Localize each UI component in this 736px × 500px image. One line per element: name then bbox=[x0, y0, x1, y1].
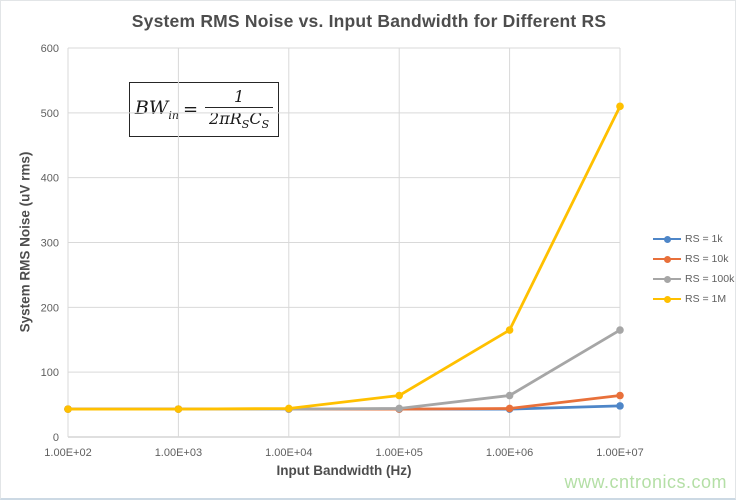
x-tick-label: 1.00E+04 bbox=[265, 447, 312, 459]
legend-item-rs-1k: RS = 1k bbox=[653, 229, 734, 249]
y-tick-label: 100 bbox=[41, 367, 59, 379]
legend: RS = 1k RS = 10k RS = 100k RS = 1M bbox=[653, 229, 734, 309]
legend-item-rs-100k: RS = 100k bbox=[653, 269, 734, 289]
x-tick-label: 1.00E+05 bbox=[375, 447, 422, 459]
formula-lhs: BWin bbox=[134, 97, 179, 122]
x-tick-label: 1.00E+02 bbox=[44, 447, 91, 459]
series-point-rs-1m bbox=[64, 405, 72, 413]
y-tick-label: 500 bbox=[41, 108, 59, 120]
series-point-rs-1m bbox=[285, 404, 293, 413]
x-tick-label: 1.00E+06 bbox=[486, 447, 533, 459]
y-tick-label: 400 bbox=[41, 173, 59, 185]
legend-marker-icon bbox=[653, 275, 681, 283]
x-tick-label: 1.00E+07 bbox=[596, 447, 643, 459]
series-point-rs-1m bbox=[174, 405, 183, 413]
x-tick-label: 1.00E+03 bbox=[155, 447, 202, 459]
y-tick-label: 600 bbox=[41, 43, 59, 55]
series-line-rs-1m bbox=[66, 104, 622, 411]
series-point-rs-100k bbox=[395, 404, 404, 413]
series-point-rs-1m bbox=[505, 326, 514, 334]
y-tick-label: 300 bbox=[41, 238, 59, 250]
series-point-rs-10k bbox=[616, 391, 624, 400]
series-point-rs-10k bbox=[505, 404, 514, 413]
formula-equals: = bbox=[182, 99, 199, 120]
legend-label: RS = 1M bbox=[685, 293, 727, 305]
y-axis-label: System RMS Noise (uV rms) bbox=[17, 151, 33, 333]
page-title: System RMS Noise vs. Input Bandwidth for… bbox=[131, 11, 607, 31]
y-tick-label: 0 bbox=[53, 432, 59, 444]
legend-item-rs-1m: RS = 1M bbox=[653, 289, 734, 309]
y-tick-label: 200 bbox=[41, 302, 59, 314]
x-axis-label: Input Bandwidth (Hz) bbox=[276, 463, 412, 478]
series-point-rs-1m bbox=[395, 391, 404, 400]
formula-numerator: 1 bbox=[234, 87, 245, 107]
series-point-rs-100k bbox=[616, 326, 624, 334]
legend-marker-icon bbox=[653, 295, 681, 303]
legend-item-rs-10k: RS = 10k bbox=[653, 249, 734, 269]
legend-label: RS = 10k bbox=[685, 253, 729, 265]
series-point-rs-100k bbox=[505, 391, 514, 400]
legend-marker-icon bbox=[653, 255, 681, 263]
series-line-rs-100k bbox=[66, 328, 622, 411]
watermark: www.cntronics.com bbox=[564, 472, 727, 492]
series-point-rs-1m bbox=[616, 102, 624, 111]
series-point-rs-1k bbox=[616, 402, 624, 410]
legend-label: RS = 1k bbox=[685, 233, 723, 245]
legend-marker-icon bbox=[653, 235, 681, 243]
legend-label: RS = 100k bbox=[685, 273, 735, 285]
